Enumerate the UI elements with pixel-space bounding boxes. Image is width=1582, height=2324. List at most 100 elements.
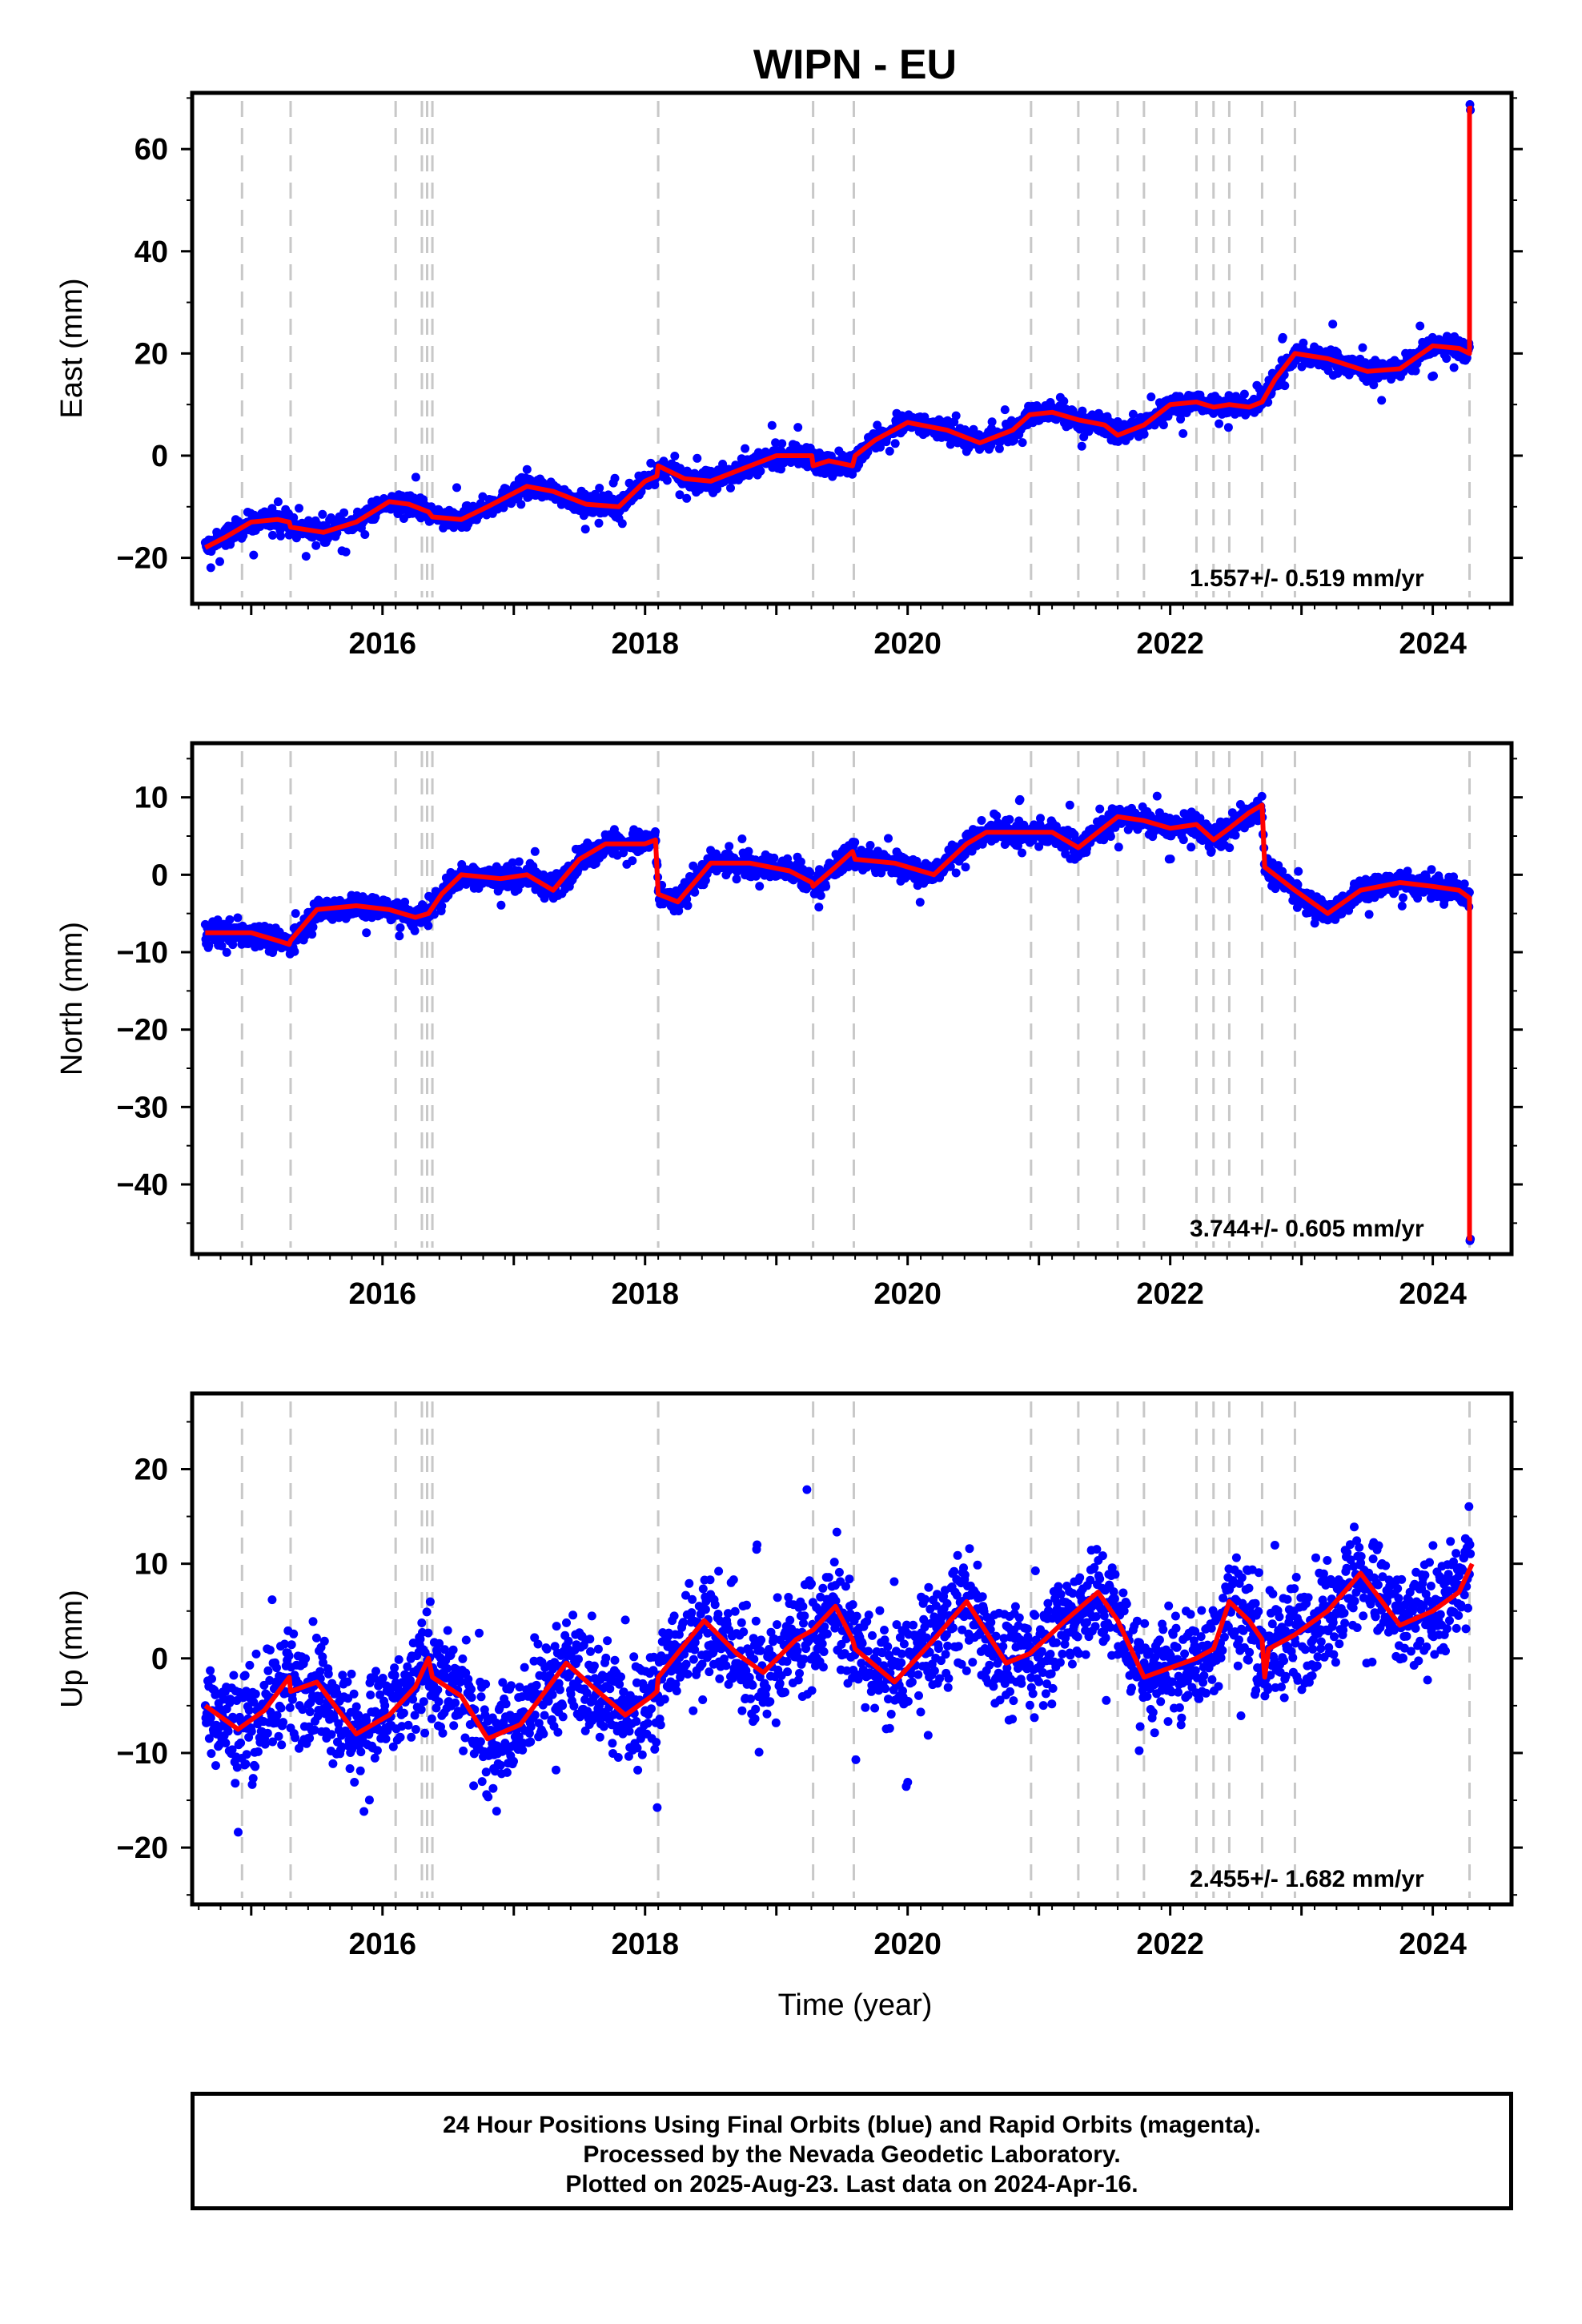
- data-point: [514, 857, 524, 866]
- data-point: [1146, 392, 1156, 402]
- data-point: [1152, 791, 1162, 801]
- data-point: [360, 530, 370, 539]
- data-point: [1095, 804, 1105, 814]
- data-point: [850, 838, 860, 847]
- data-point: [1051, 822, 1061, 831]
- y-tick-label: −20: [117, 542, 168, 576]
- data-point: [580, 525, 590, 534]
- data-point: [341, 547, 351, 557]
- data-point: [1231, 830, 1240, 840]
- data-point: [1059, 396, 1069, 406]
- data-point: [1377, 396, 1387, 405]
- data-point: [737, 834, 747, 843]
- data-point: [890, 439, 900, 448]
- data-point: [769, 853, 779, 862]
- data-point: [1065, 800, 1074, 810]
- data-point: [301, 552, 311, 561]
- data-point: [848, 469, 857, 479]
- data-point: [805, 867, 815, 877]
- data-point: [771, 438, 781, 448]
- data-point: [1415, 321, 1425, 331]
- data-point: [249, 550, 259, 560]
- data-point: [222, 947, 231, 957]
- data-point: [496, 900, 506, 910]
- data-point: [1018, 848, 1026, 858]
- data-point: [1215, 419, 1224, 428]
- data-point: [675, 490, 685, 500]
- data-point: [767, 420, 777, 430]
- data-point: [987, 417, 997, 427]
- data-point: [516, 500, 526, 509]
- data-point: [725, 842, 734, 851]
- data-point: [651, 827, 660, 836]
- data-point: [951, 868, 961, 878]
- data-point: [865, 841, 875, 850]
- y-axis-label: East (mm): [55, 278, 89, 418]
- data-point: [452, 483, 461, 493]
- data-point: [1280, 381, 1290, 391]
- data-point: [371, 894, 380, 903]
- data-point: [522, 464, 532, 474]
- data-point: [1010, 436, 1018, 445]
- data-point: [326, 513, 335, 522]
- data-point: [437, 901, 447, 911]
- data-point: [1207, 846, 1216, 856]
- data-point: [595, 484, 604, 493]
- data-point: [206, 563, 215, 573]
- y-tick-label: 60: [135, 133, 168, 167]
- data-point: [994, 444, 1004, 453]
- data-point: [777, 439, 787, 448]
- data-point: [617, 519, 627, 529]
- data-point: [410, 926, 420, 935]
- data-point: [499, 503, 508, 513]
- data-point: [690, 887, 700, 897]
- data-point: [755, 882, 765, 891]
- data-point: [992, 811, 1002, 821]
- y-tick-label: 40: [135, 235, 168, 269]
- data-point: [530, 846, 540, 856]
- data-point: [291, 909, 300, 919]
- data-point: [334, 913, 343, 923]
- data-point: [1239, 389, 1249, 399]
- data-point: [1293, 880, 1303, 890]
- data-point: [946, 440, 955, 449]
- chart-title: WIPN - EU: [753, 42, 957, 88]
- data-point: [339, 508, 349, 517]
- data-point: [233, 913, 243, 923]
- data-point: [1442, 354, 1452, 364]
- data-point: [662, 476, 672, 485]
- data-point: [1186, 842, 1196, 852]
- plot-frame: [190, 90, 1514, 606]
- data-point: [290, 947, 299, 956]
- data-point: [1429, 371, 1438, 380]
- data-point: [276, 531, 285, 541]
- data-point: [876, 442, 885, 452]
- x-tick-label: 2018: [611, 627, 679, 661]
- data-point: [1032, 401, 1042, 410]
- data-point: [701, 875, 710, 885]
- data-point: [308, 923, 318, 932]
- model-line: [204, 106, 1472, 550]
- data-point: [670, 452, 680, 460]
- data-point: [1114, 842, 1123, 852]
- data-point: [610, 473, 620, 483]
- data-point: [796, 857, 805, 866]
- data-point: [225, 915, 235, 924]
- x-tick-label: 2016: [348, 627, 416, 661]
- data-point: [396, 923, 405, 932]
- data-point: [268, 530, 277, 540]
- data-point: [756, 466, 765, 476]
- data-point: [273, 497, 283, 507]
- data-point: [1015, 794, 1025, 804]
- data-point: [741, 444, 750, 453]
- data-point: [816, 891, 825, 900]
- data-point: [1358, 343, 1367, 352]
- data-point: [1139, 429, 1149, 439]
- data-point: [951, 411, 961, 420]
- x-tick-label: 2024: [1399, 627, 1467, 661]
- data-point: [1328, 320, 1338, 329]
- data-point: [884, 834, 893, 843]
- x-tick-label: 2022: [1136, 627, 1204, 661]
